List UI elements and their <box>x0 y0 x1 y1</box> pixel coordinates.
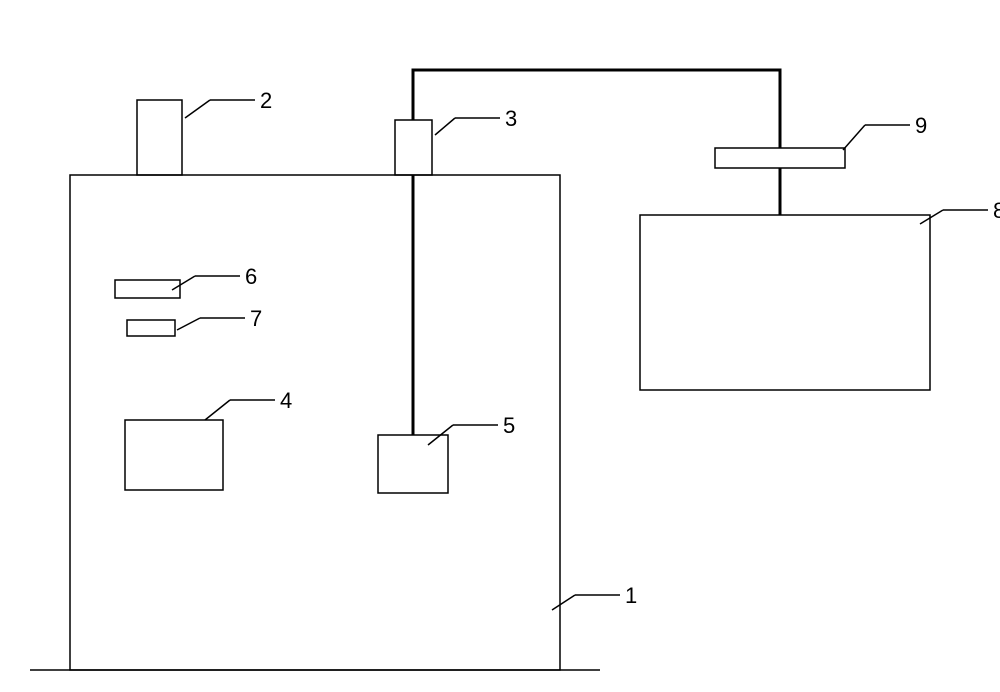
component-5 <box>378 435 448 493</box>
leader-l9 <box>843 125 865 150</box>
schematic-diagram <box>0 0 1000 692</box>
label-l6: 6 <box>245 264 257 290</box>
leader-l6 <box>172 276 195 290</box>
leader-l7 <box>177 318 200 330</box>
component-9 <box>715 148 845 168</box>
label-l4: 4 <box>280 388 292 414</box>
leader-l1 <box>552 595 575 610</box>
leader-l8 <box>920 210 943 224</box>
component-7 <box>127 320 175 336</box>
component-4 <box>125 420 223 490</box>
label-l3: 3 <box>505 106 517 132</box>
pipe-top <box>413 70 780 148</box>
label-l1: 1 <box>625 583 637 609</box>
component-3 <box>395 120 432 175</box>
leader-l3 <box>435 118 455 135</box>
label-l2: 2 <box>260 88 272 114</box>
component-8 <box>640 215 930 390</box>
label-l8: 8 <box>993 198 1000 224</box>
main-box <box>70 175 560 670</box>
label-l5: 5 <box>503 413 515 439</box>
component-6 <box>115 280 180 298</box>
leader-l2 <box>185 100 210 118</box>
component-2 <box>137 100 182 175</box>
leader-l4 <box>205 400 230 420</box>
label-l7: 7 <box>250 306 262 332</box>
label-l9: 9 <box>915 113 927 139</box>
